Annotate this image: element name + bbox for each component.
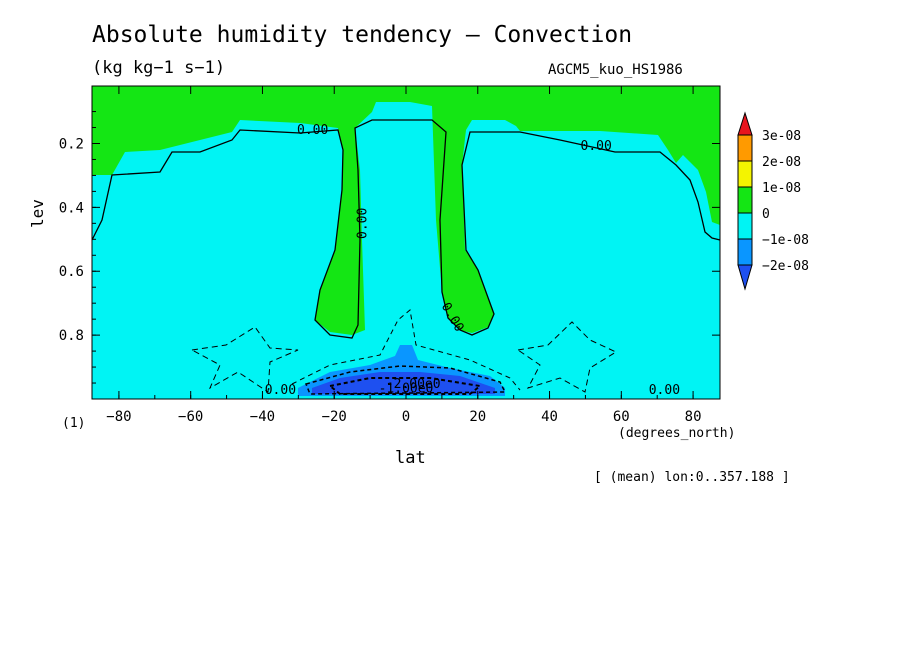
colorbar-top-arrow bbox=[737, 111, 753, 136]
colorbar-label: 1e-08 bbox=[762, 181, 801, 196]
colorbar-segment bbox=[737, 238, 753, 266]
x-tick-label: 0 bbox=[402, 409, 410, 425]
x-tick-label: 80 bbox=[685, 409, 702, 425]
colorbar-segment bbox=[737, 160, 753, 188]
colorbar-label: 0 bbox=[762, 207, 770, 222]
fill-negative-strong bbox=[312, 372, 495, 394]
contour-label: -2.00e0 bbox=[386, 377, 441, 392]
contour-label: 0.00 bbox=[297, 123, 328, 138]
fill-positive-upper bbox=[92, 86, 720, 335]
contour-label: 0.00 bbox=[265, 383, 296, 398]
contour-label: 0.00 bbox=[356, 208, 371, 239]
contour-label: -1.00e0 bbox=[379, 382, 434, 397]
dashed-contour-inner bbox=[304, 365, 507, 395]
x-axis-unit: (degrees_north) bbox=[618, 426, 736, 441]
y-axis-ticks: 0.2 0.4 0.6 0.8 bbox=[59, 111, 720, 384]
dashed-contour-center bbox=[291, 309, 521, 391]
x-tick-label: 60 bbox=[613, 409, 630, 425]
y-axis-unit: (1) bbox=[62, 416, 86, 431]
x-tick-label: −60 bbox=[178, 409, 203, 425]
contour-label: 0.00 bbox=[649, 383, 680, 398]
x-tick-label: 40 bbox=[541, 409, 558, 425]
model-label: AGCM5_kuo_HS1986 bbox=[548, 62, 683, 78]
x-tick-label: 20 bbox=[469, 409, 486, 425]
zero-contour-left bbox=[91, 119, 721, 339]
y-tick-label: 0.8 bbox=[59, 328, 84, 344]
y-tick-label: 0.2 bbox=[59, 136, 84, 152]
contour-lines bbox=[91, 119, 721, 395]
x-tick-label: −80 bbox=[106, 409, 131, 425]
dashed-contour-core bbox=[327, 377, 483, 395]
colorbar-label: 2e-08 bbox=[762, 155, 801, 170]
chart-units: (kg kg−1 s−1) bbox=[92, 58, 226, 78]
contour-label: 0.00 bbox=[581, 139, 612, 154]
dashed-contour-left-loop bbox=[190, 326, 299, 393]
colorbar-label: 3e-08 bbox=[762, 129, 801, 144]
x-tick-label: −40 bbox=[250, 409, 275, 425]
chart-title: Absolute humidity tendency — Convection bbox=[92, 22, 633, 48]
colorbar-label: −2e-08 bbox=[762, 259, 809, 274]
y-tick-label: 0.6 bbox=[59, 264, 84, 280]
y-tick-label: 0.4 bbox=[59, 200, 84, 216]
colorbar-bottom-arrow bbox=[737, 264, 753, 291]
colorbar-segment bbox=[737, 134, 753, 162]
colorbar-segment bbox=[737, 212, 753, 240]
colorbar: 3e-08 2e-08 1e-08 0 −1e-08 −2e-08 bbox=[737, 111, 809, 291]
contour-fills bbox=[92, 86, 720, 399]
contour-labels: 0.000.000.000.000.00 0.00-2.00e0-1.00e0 bbox=[265, 123, 680, 398]
dashed-contour-right-loop bbox=[516, 321, 618, 393]
x-axis-label: lat bbox=[395, 448, 426, 468]
x-axis-ticks: −80 −60 −40 −20 0 20 40 60 80 bbox=[106, 86, 702, 425]
x-tick-label: −20 bbox=[322, 409, 347, 425]
colorbar-segment bbox=[737, 186, 753, 214]
mean-footnote: [ (mean) lon:0..357.188 ] bbox=[594, 470, 790, 485]
colorbar-label: −1e-08 bbox=[762, 233, 809, 248]
